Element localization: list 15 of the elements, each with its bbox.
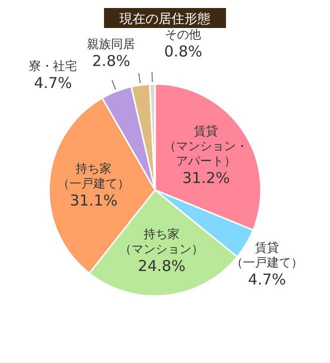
- slice-label: 持ち家（一戸建て）: [58, 161, 130, 190]
- data-label: 0.8%: [164, 42, 202, 61]
- slice-label: 親族同居: [87, 36, 136, 51]
- chart-title: 現在の居住形態: [120, 12, 210, 27]
- data-label: 31.1%: [70, 191, 118, 210]
- slice-label: 寮・社宅: [29, 58, 77, 73]
- slice-label: 持ち家（マンション）: [120, 227, 204, 256]
- slice-label: 賃貸（一戸建て）: [231, 240, 303, 270]
- data-label: 24.8%: [138, 257, 186, 276]
- slice-label: 賃貸（マンション・アパート）: [164, 124, 248, 168]
- data-label: 4.7%: [248, 270, 286, 288]
- data-label: 2.8%: [92, 52, 130, 70]
- data-label: 31.2%: [182, 169, 230, 188]
- data-label: 4.7%: [34, 74, 72, 92]
- slice-label: その他: [165, 28, 202, 42]
